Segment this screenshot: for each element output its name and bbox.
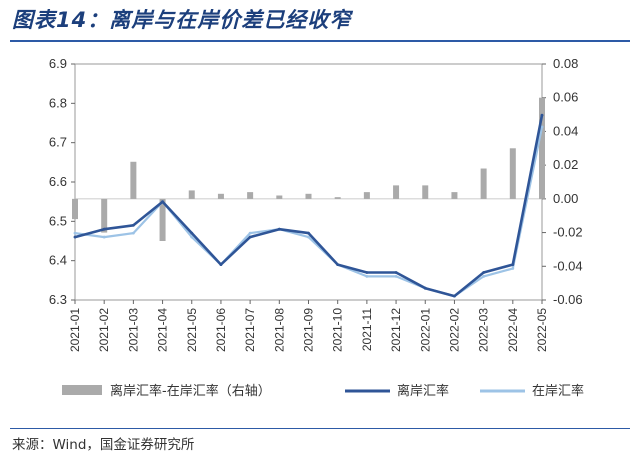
right-tick-label: -0.02 — [553, 225, 583, 240]
series-point — [482, 271, 486, 274]
x-tick-label: 2021-10 — [331, 308, 345, 352]
series-point — [336, 263, 340, 266]
x-tick-label: 2021-08 — [272, 308, 286, 352]
spread-bar — [509, 148, 516, 199]
x-tick-label: 2021-03 — [126, 308, 140, 352]
right-tick-label: 0.08 — [553, 56, 578, 71]
x-tick-label: 2021-11 — [360, 308, 374, 351]
series-point — [540, 113, 544, 117]
spread-bars — [72, 97, 545, 241]
spread-bar — [159, 198, 166, 241]
series-point — [277, 227, 281, 231]
left-tick-label: 6.3 — [49, 292, 67, 307]
x-tick-labels: 2021-01 2021-02 2021-03 2021-04 2021-05 2021-… — [68, 300, 549, 352]
right-tick-label: -0.06 — [553, 292, 583, 307]
right-tick-label: -0.04 — [553, 258, 583, 273]
footer-rule — [10, 428, 630, 429]
legend-label-onshore: 在岸汇率 — [532, 383, 584, 399]
series-point — [423, 286, 427, 290]
x-tick-label: 2021-12 — [389, 308, 403, 352]
spread-bar — [305, 193, 312, 199]
x-tick-label: 2021-01 — [68, 308, 82, 352]
chart-title: 图表14：离岸与在岸价差已经收窄 — [12, 8, 352, 32]
series-point — [482, 275, 486, 278]
chart-area: 6.9 6.8 6.7 6.6 6.5 6.4 6.3 0.08 0.06 0.04 0.02 0.0… — [49, 56, 584, 399]
spread-bar — [451, 192, 458, 199]
spread-bar — [217, 193, 224, 199]
series-point — [131, 231, 135, 235]
x-tick-label: 2022-03 — [477, 308, 491, 352]
legend-label-offshore: 离岸汇率 — [397, 383, 449, 399]
left-tick-label: 6.6 — [49, 174, 67, 189]
legend-label-spread: 离岸汇率-在岸汇率（右轴） — [110, 383, 271, 399]
left-tick-label: 6.4 — [49, 253, 67, 268]
x-tick-label: 2021-06 — [214, 308, 228, 352]
left-tick-label: 6.5 — [49, 213, 67, 228]
rate-lines — [73, 113, 544, 298]
series-point — [190, 231, 194, 235]
series-point — [365, 271, 369, 274]
series-point — [394, 275, 398, 278]
series-line — [74, 114, 544, 298]
series-line — [74, 126, 544, 298]
right-tick-label: 0.02 — [553, 157, 578, 172]
plot-frame — [74, 63, 543, 301]
series-point — [394, 271, 398, 274]
series-point — [248, 231, 252, 235]
x-tick-label: 2021-07 — [243, 308, 257, 352]
series-point — [219, 263, 223, 266]
series-point — [131, 223, 135, 227]
spread-bar — [393, 185, 400, 199]
x-tick-label: 2022-01 — [418, 308, 432, 352]
x-tick-label: 2021-09 — [302, 308, 316, 352]
x-tick-label: 2022-02 — [447, 308, 461, 352]
series-point — [190, 235, 194, 239]
spread-bar — [276, 195, 283, 199]
x-tick-label: 2022-05 — [535, 308, 549, 352]
series-point — [73, 235, 77, 239]
spread-bar — [72, 198, 78, 220]
spread-bar — [130, 161, 137, 199]
series-point — [102, 235, 106, 239]
right-tick-label: 0.00 — [553, 191, 578, 206]
series-point — [73, 231, 77, 235]
spread-bar — [363, 192, 370, 199]
series-point — [365, 275, 369, 278]
series-point — [540, 125, 544, 129]
left-tick-label: 6.8 — [49, 95, 67, 110]
legend-swatch-spread — [62, 385, 102, 395]
series-point — [307, 231, 310, 235]
series-point — [511, 263, 515, 266]
spread-bar — [334, 197, 341, 199]
left-tick-label: 6.9 — [49, 56, 67, 71]
series-point — [453, 294, 456, 298]
right-tick-label: 0.04 — [553, 123, 578, 138]
x-tick-label: 2021-04 — [156, 308, 170, 352]
title-underline — [10, 40, 630, 42]
spread-bar — [247, 192, 254, 199]
x-tick-label: 2021-02 — [97, 308, 111, 352]
source-note: 来源：Wind，国金证券研究所 — [12, 437, 195, 453]
spread-bar — [480, 168, 487, 199]
spread-bar — [422, 185, 429, 199]
x-tick-label: 2021-05 — [185, 308, 199, 352]
series-point — [511, 267, 515, 270]
spread-bar — [539, 97, 545, 199]
series-point — [248, 235, 252, 239]
spread-bar — [188, 190, 195, 199]
x-tick-label: 2022-04 — [506, 308, 520, 352]
chart-legend: 离岸汇率-在岸汇率（右轴） 离岸汇率 在岸汇率 — [62, 383, 584, 399]
series-point — [161, 200, 164, 204]
left-tick-label: 6.7 — [49, 135, 67, 150]
series-point — [307, 235, 310, 239]
series-point — [102, 227, 106, 231]
chart-axes: 6.9 6.8 6.7 6.6 6.5 6.4 6.3 0.08 0.06 0.04 0.02 0.0… — [49, 56, 583, 307]
right-tick-label: 0.06 — [553, 90, 578, 105]
spread-bar — [101, 198, 108, 233]
